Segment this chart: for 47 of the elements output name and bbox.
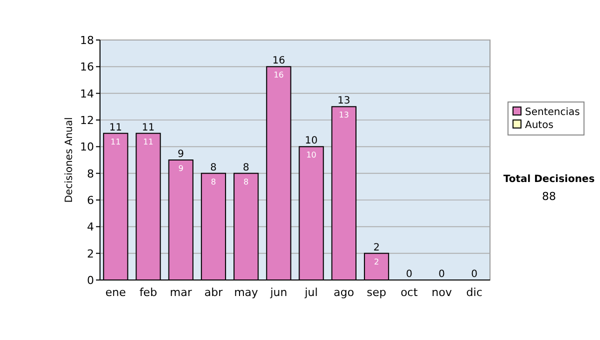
total-label: 2 [373, 242, 380, 254]
x-tick-label: sep [366, 286, 386, 299]
x-tick-label: ago [334, 286, 354, 299]
x-tick-label: jun [269, 286, 288, 299]
data-label: 9 [178, 164, 184, 173]
y-tick-label: 16 [80, 60, 94, 74]
total-label: 8 [210, 162, 217, 174]
data-label: 16 [274, 70, 284, 80]
legend-label: Sentencias [525, 107, 580, 118]
x-tick-label: nov [432, 286, 452, 299]
text: Total Decisiones 88 [503, 174, 595, 203]
y-tick-label: 0 [87, 274, 94, 287]
data-label: 2 [374, 257, 380, 266]
total-label: 11 [142, 122, 155, 134]
total-label: 10 [304, 136, 318, 147]
x-tick-label: feb [139, 286, 158, 299]
x-tick-label: dic [466, 286, 482, 299]
total-label: 16 [272, 56, 286, 67]
x-tick-label: jul [304, 286, 318, 299]
total-label: 0 [471, 269, 478, 280]
y-tick-label: 18 [80, 34, 94, 47]
data-label: 13 [338, 110, 350, 120]
data-label: 10 [306, 150, 316, 160]
data-label: 8 [244, 177, 249, 186]
y-tick-label: 14 [80, 87, 94, 100]
total-label: 8 [242, 162, 250, 174]
data-label: 8 [210, 177, 216, 186]
x-tick-label: may [234, 286, 259, 299]
total-label: 0 [406, 269, 412, 280]
total-label: 11 [109, 122, 122, 134]
data-label: 11 [110, 137, 121, 146]
x-tick-label: oct [400, 286, 418, 299]
x-tick-label: mar [170, 286, 192, 299]
y-tick-label: 8 [87, 167, 94, 180]
legend-label: Autos [525, 120, 554, 131]
y-axis-title: Decisiones Anual [64, 117, 75, 203]
y-tick-label: 6 [87, 194, 94, 207]
total-label: 9 [178, 149, 184, 160]
x-tick-label: ene [105, 286, 126, 299]
x-tick-label: abr [204, 286, 224, 299]
total-label: 0 [438, 269, 445, 280]
y-tick-label: 2 [87, 247, 94, 260]
y-tick-label: 10 [80, 140, 94, 154]
y-tick-label: 12 [80, 114, 94, 127]
data-label: 11 [143, 137, 154, 146]
total-label: 13 [338, 96, 350, 107]
y-tick-label: 4 [87, 220, 94, 234]
